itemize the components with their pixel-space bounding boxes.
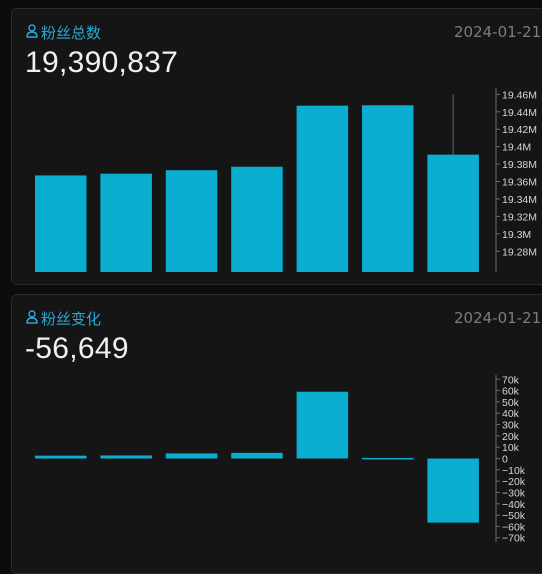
y-tick-label: 19.32M <box>502 211 537 223</box>
bar <box>362 105 414 272</box>
y-tick-label: −60k <box>502 521 526 533</box>
y-tick-label: 60k <box>502 386 520 398</box>
bar <box>427 458 479 523</box>
bar <box>296 105 349 272</box>
y-tick-label: −50k <box>502 510 526 522</box>
follower-change-panel: 粉丝变化 2024-01-21 -56,649 70k 60k 50k 40k 30k 2… <box>11 294 542 574</box>
y-tick-label: 50k <box>502 397 520 409</box>
follower-change-value: -56,649 <box>25 332 129 365</box>
y-tick-label: −40k <box>502 499 526 511</box>
bar <box>35 455 87 459</box>
y-tick-label: 19.28M <box>502 246 537 258</box>
y-tick-label: −10k <box>502 465 526 477</box>
bar <box>231 166 283 272</box>
panel-header: 粉丝总数 <box>26 23 101 42</box>
y-tick-label: 19.4M <box>502 142 531 154</box>
bar <box>35 175 87 272</box>
y-tick-label: 10k <box>502 442 520 454</box>
panel-title: 粉丝总数 <box>41 23 102 42</box>
panel-date: 2024-01-21 <box>454 23 542 41</box>
total-followers-chart: 19.28M 19.3M 19.32M 19.34M 19.36M 19.38M 19.4M… <box>35 88 537 272</box>
follower-change-chart: 70k60k50k40k30k20k10k0−10k−20k−30k−40k−5… <box>35 374 526 545</box>
y-tick-label: −20k <box>502 476 526 488</box>
y-tick-label: 19.38M <box>502 159 537 171</box>
total-followers-panel: 粉丝总数 2024-01-21 19,390,837 19.28M 19.3M 19… <box>11 8 542 285</box>
bar <box>231 452 283 459</box>
y-tick-label: 0 <box>502 454 508 466</box>
y-tick-label: −70k <box>502 533 526 545</box>
y-tick-label: 20k <box>502 431 520 443</box>
panel-title: 粉丝变化 <box>41 309 102 328</box>
y-tick-label: 19.3M <box>502 229 531 241</box>
y-tick-label: 19.36M <box>502 177 537 189</box>
total-followers-value: 19,390,837 <box>25 46 179 79</box>
bar <box>427 154 479 272</box>
y-tick-label: 30k <box>502 420 520 432</box>
bar <box>165 453 218 459</box>
panel-date: 2024-01-21 <box>454 309 542 327</box>
bar <box>165 170 218 272</box>
user-icon <box>26 309 38 328</box>
bar <box>100 173 152 272</box>
y-tick-label: 19.44M <box>502 107 537 119</box>
bar <box>296 391 349 459</box>
user-icon <box>26 23 38 42</box>
y-tick-label: 40k <box>502 408 520 420</box>
bar <box>100 455 152 459</box>
y-tick-label: −30k <box>502 487 526 499</box>
panel-header: 粉丝变化 <box>26 309 101 328</box>
bar <box>362 457 414 460</box>
y-tick-label: 70k <box>502 374 520 386</box>
y-tick-label: 19.34M <box>502 194 537 206</box>
y-tick-label: 19.42M <box>502 124 537 136</box>
y-tick-label: 19.46M <box>502 89 537 101</box>
